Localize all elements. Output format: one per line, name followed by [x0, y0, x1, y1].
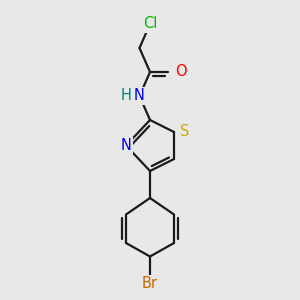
Text: O: O [176, 64, 187, 80]
Text: H: H [121, 88, 132, 104]
Text: S: S [180, 124, 189, 140]
Text: Br: Br [142, 276, 158, 291]
Text: N: N [121, 138, 131, 153]
Text: Cl: Cl [143, 16, 157, 32]
Text: N: N [134, 88, 145, 104]
